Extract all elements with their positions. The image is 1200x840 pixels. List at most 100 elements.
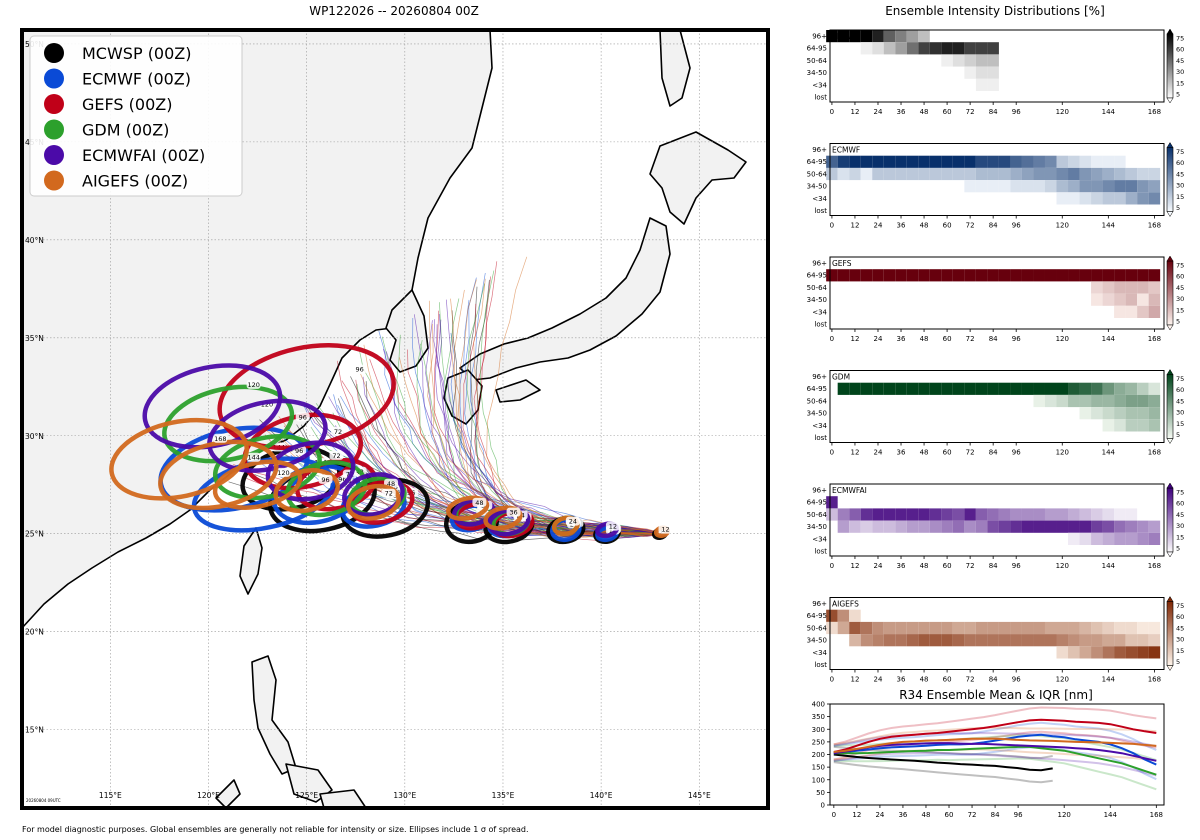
intensity-cell [918,621,930,635]
intensity-cell [837,30,850,43]
colorbar [1166,147,1174,212]
colorbar-tick-label: 60 [1176,273,1184,281]
colorbar-tick-label: 60 [1176,46,1184,54]
x-tick-label: 24 [874,222,883,230]
land-hokkaido [649,131,747,225]
tau-label: 96 [338,475,346,483]
colorbar-tick-label: 5 [1176,658,1180,666]
intensity-cell [1091,382,1103,395]
intensity-cell [1102,532,1115,545]
intensity-cell [1114,634,1126,647]
intensity-cell [1125,407,1138,420]
intensity-cell [1102,382,1115,395]
intensity-cell [1068,269,1080,282]
intensity-cell [952,54,965,67]
lat-tick-label: 20°N [25,628,44,637]
intensity-cell [1091,269,1103,282]
intensity-cell [1102,634,1115,647]
land-honshu [459,217,671,381]
intensity-cell [998,180,1011,193]
x-tick-label: 168 [1148,108,1161,116]
colorbar-extend [1166,438,1174,444]
colorbar [1166,33,1174,99]
r34-mean-line [833,737,1157,753]
x-tick-label: 84 [989,222,998,230]
intensity-cell [1044,180,1057,193]
x-tick-label: 96 [1012,562,1021,570]
intensity-cell [1137,520,1149,533]
intensity-cell [1056,192,1069,205]
intensity-cell [1010,180,1022,193]
intensity-cell [987,520,999,533]
intensity-cell [826,508,838,521]
intensity-cell [1068,634,1080,647]
x-tick-label: 60 [943,335,952,343]
colorbar-tick-label: 30 [1176,182,1184,190]
tau-label: 48 [475,499,483,507]
intensity-cell [849,382,861,395]
colorbar-extend [1166,482,1174,489]
r34-plot: 0 50 100 150 200 250 300 350 400 0 12 24 36 48 60 72 84 9… [812,701,1165,819]
row-label: 64-95 [807,385,827,393]
intensity-cell [872,269,884,282]
x-tick-label: 72 [966,108,975,116]
ensemble-track [436,319,665,535]
y-tick-label: 350 [812,713,825,721]
land-palawan [215,779,241,809]
intensity-cell [998,621,1011,635]
intensity-cell [1079,269,1092,282]
colorbar-extend [1166,28,1174,35]
intensity-cell [906,30,919,43]
intensity-cell [1068,167,1080,181]
intensity-cell [1010,155,1022,168]
legend-marker [44,94,64,114]
intensity-cell [1010,508,1022,521]
intensity-cell [987,78,999,91]
intensity-cell [1068,508,1080,521]
intensity-cell [1021,167,1034,181]
intensity-cell [1125,293,1138,306]
row-label: <34 [812,422,827,430]
row-label: 64-95 [807,612,827,620]
colorbar-tick-label: 30 [1176,636,1184,644]
x-tick-label: 120 [1057,811,1070,819]
r34-iqr-line [833,752,1157,777]
intensity-cell [895,269,907,282]
intensity-cell [1114,419,1126,432]
row-label: 50-64 [807,57,828,65]
intensity-cell [918,508,930,521]
map-frame [20,28,770,810]
intensity-cell [964,54,976,67]
tau-label: 24 [569,518,577,526]
intensity-cell [1125,520,1138,533]
intensity-cell [987,54,999,67]
intensity-cell [1044,382,1057,395]
colorbar-tick-label: 15 [1176,306,1184,314]
x-tick-label: 120 [1056,222,1069,230]
intensity-cell [987,180,999,193]
intensity-cell [964,155,976,168]
ensemble-ellipse [342,472,405,517]
intensity-cell [975,621,988,635]
intensity-cell [918,634,930,647]
lon-tick-label: 145°E [688,791,711,800]
tau-label: 144 [247,454,259,462]
x-tick-label: 96 [1014,811,1023,819]
x-tick-label: 144 [1102,562,1116,570]
intensity-cell [941,520,953,533]
intensity-cell [1102,520,1115,533]
colorbar-tick-label: 75 [1176,602,1184,610]
intensity-cell [918,30,930,43]
tau-label: 36 [509,509,517,517]
x-tick-label: 96 [1012,676,1021,684]
map-title: WP122026 -- 20260804 00Z [309,4,479,18]
ensemble-track [369,359,665,542]
x-tick-label: 168 [1148,676,1161,684]
intensity-cell [975,167,988,181]
intensity-cell [964,180,976,193]
x-tick-label: 36 [897,222,906,230]
x-tick-label: 168 [1148,335,1161,343]
panel-name: ECMWF [832,146,860,155]
y-tick-label: 150 [812,764,825,772]
colorbar-tick-label: 45 [1176,284,1184,292]
